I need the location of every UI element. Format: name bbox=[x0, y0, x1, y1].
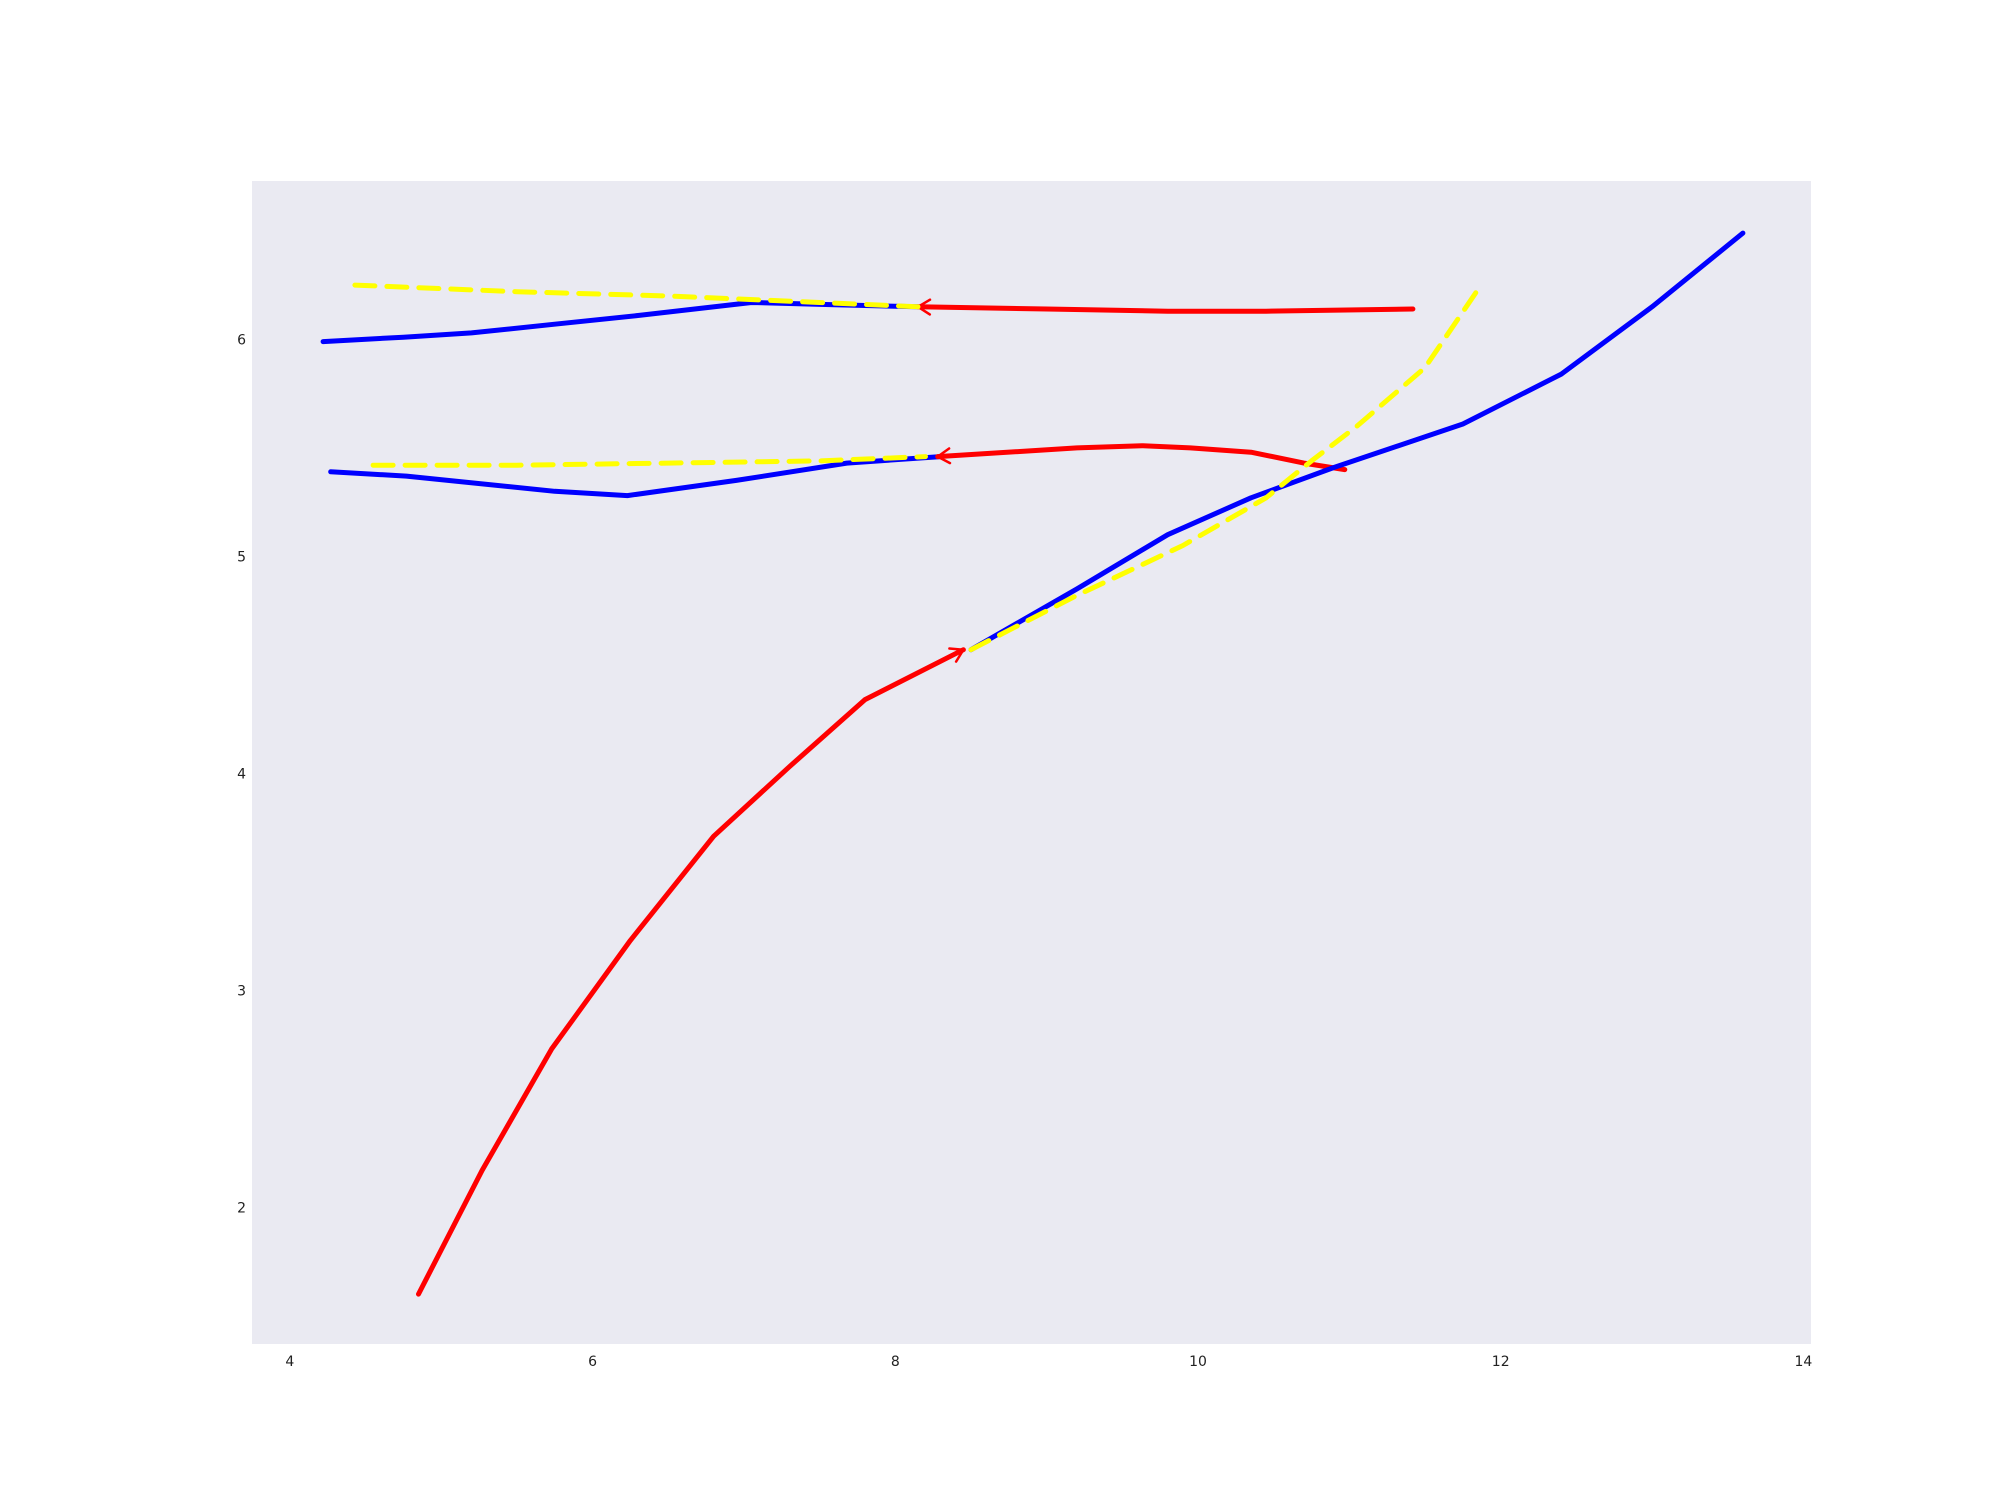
series-middle-trend bbox=[370, 454, 928, 468]
series-layer bbox=[320, 230, 1746, 1297]
plot-area bbox=[252, 181, 1811, 1344]
series-lower-observed bbox=[968, 230, 1746, 653]
series-lower-trend bbox=[968, 287, 1481, 653]
x-tick-label: 10 bbox=[1189, 1354, 1207, 1370]
series-upper-trend bbox=[352, 282, 921, 310]
arrowhead-lower-forecast bbox=[948, 647, 965, 663]
arrowhead-middle-forecast bbox=[936, 447, 952, 465]
x-axis-ticks: 4 6 8 10 12 14 bbox=[285, 1354, 1812, 1370]
y-axis-ticks: 2 3 4 5 6 bbox=[237, 332, 246, 1216]
y-tick-label: 6 bbox=[237, 332, 246, 348]
series-middle-observed bbox=[328, 454, 944, 499]
y-tick-label: 3 bbox=[237, 983, 246, 999]
series-middle-forecast bbox=[935, 443, 1348, 473]
x-tick-label: 8 bbox=[891, 1354, 900, 1370]
x-tick-label: 4 bbox=[285, 1354, 294, 1370]
x-tick-label: 6 bbox=[588, 1354, 597, 1370]
series-lower-forecast bbox=[416, 647, 966, 1297]
y-tick-label: 4 bbox=[237, 766, 246, 782]
y-tick-label: 2 bbox=[237, 1200, 246, 1216]
x-tick-label: 12 bbox=[1492, 1354, 1510, 1370]
x-tick-label: 14 bbox=[1795, 1354, 1813, 1370]
y-tick-label: 5 bbox=[237, 549, 246, 565]
series-upper-forecast bbox=[915, 304, 1416, 314]
